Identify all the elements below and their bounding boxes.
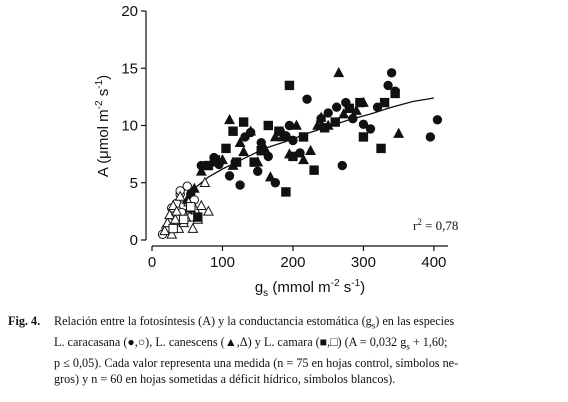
- filled-circle-point: [253, 166, 263, 177]
- filled-triangle-point: [291, 119, 302, 130]
- open-triangle-point: [195, 199, 207, 210]
- filled-circle-point: [386, 68, 397, 78]
- open-triangle-point: [164, 208, 176, 220]
- open-triangle-point: [187, 222, 199, 233]
- x-tick-label: 200: [280, 254, 305, 271]
- filled-circle-point: [337, 160, 347, 171]
- filled-circle-point: [365, 124, 376, 134]
- filled-triangle-point: [234, 136, 246, 147]
- filled-triangle-point: [245, 125, 257, 136]
- filled-square-point: [281, 187, 291, 197]
- caption-label: Fig. 4.: [8, 314, 41, 328]
- filled-triangle-point: [350, 104, 362, 115]
- filled-square-point: [330, 117, 340, 127]
- filled-circle-point: [383, 80, 393, 91]
- filled-triangle-point: [238, 145, 250, 157]
- x-axis-title: gs (mmol m-2 s-1): [255, 278, 365, 299]
- open-square-point: [186, 202, 196, 212]
- caption-line-4: gros) y n = 60 en hojas sometidas a défi…: [54, 372, 396, 387]
- filled-square-point: [284, 80, 295, 91]
- y-tick-label: 15: [121, 60, 138, 77]
- open-square-point: [168, 223, 178, 234]
- filled-triangle-point: [305, 144, 317, 155]
- filled-square-point: [238, 117, 249, 127]
- y-axis-title: A (μmol m-2 s-1): [94, 75, 112, 177]
- filled-circle-point: [432, 115, 443, 125]
- filled-square-point: [390, 88, 400, 99]
- x-tick-label: 100: [210, 254, 235, 271]
- filled-circle-point: [288, 135, 298, 146]
- figure-caption: Fig. 4. Relación entre la fotosíntesis (…: [8, 313, 560, 388]
- filled-square-point: [221, 143, 231, 154]
- filled-circle-point: [224, 171, 235, 181]
- filled-circle-point: [348, 113, 358, 124]
- filled-circle-point: [302, 94, 312, 104]
- open-triangle-point: [202, 205, 214, 216]
- filled-circle-point: [235, 180, 245, 190]
- filled-circle-point: [425, 132, 436, 142]
- filled-triangle-point: [217, 153, 228, 165]
- filled-square-point: [263, 120, 273, 131]
- y-tick-label: 5: [130, 175, 138, 192]
- x-tick-label: 400: [421, 254, 446, 271]
- filled-square-point: [274, 126, 284, 136]
- filled-triangle-point: [312, 119, 324, 130]
- open-circle-point: [182, 181, 192, 191]
- x-tick-label: 0: [148, 254, 156, 271]
- open-triangle-point: [167, 199, 179, 210]
- filled-square-point: [249, 157, 259, 167]
- caption-line-1: Relación entre la fotosíntesis (A) y la …: [54, 314, 455, 331]
- filled-triangle-point: [338, 108, 350, 119]
- filled-square-point: [210, 155, 221, 165]
- filled-triangle-point: [224, 113, 235, 125]
- x-tick-label: 300: [351, 254, 376, 271]
- filled-square-point: [376, 143, 386, 154]
- open-triangle-point: [171, 205, 183, 216]
- filled-square-point: [228, 126, 238, 136]
- r-squared-annotation: r2 = 0,78: [413, 217, 458, 233]
- open-triangle-point: [199, 176, 211, 188]
- filled-circle-point: [331, 102, 342, 112]
- y-tick-label: 0: [130, 232, 138, 249]
- filled-square-point: [231, 157, 242, 167]
- open-triangle-point: [159, 224, 171, 236]
- filled-square-point: [193, 212, 203, 222]
- y-tick-label: 10: [121, 118, 138, 135]
- filled-square-point: [309, 165, 319, 175]
- filled-square-point: [344, 103, 355, 114]
- filled-triangle-point: [298, 153, 309, 165]
- filled-square-point: [358, 132, 369, 142]
- open-triangle-point: [169, 213, 181, 224]
- caption-line-2: L. caracasana (●,○), L. canescens (▲,Δ) …: [54, 334, 448, 352]
- filled-square-point: [256, 145, 266, 156]
- filled-triangle-point: [276, 131, 288, 142]
- filled-triangle-point: [264, 171, 276, 182]
- filled-triangle-point: [269, 131, 281, 142]
- filled-triangle-point: [188, 182, 200, 193]
- data-points-layer: [157, 66, 443, 239]
- filled-triangle-point: [393, 127, 405, 138]
- filled-square-point: [319, 123, 330, 133]
- open-triangle-point: [174, 190, 186, 201]
- open-triangle-point: [166, 228, 178, 239]
- filled-triangle-point: [315, 111, 327, 122]
- filled-square-point: [203, 160, 214, 171]
- filled-circle-point: [358, 119, 369, 130]
- filled-circle-point: [323, 108, 333, 118]
- filled-triangle-point: [333, 66, 345, 78]
- filled-triangle-point: [195, 165, 207, 176]
- axis-labels-layer: A (μmol m-2 s-1) gs (mmol m-2 s-1) r2 = 0,…: [94, 75, 458, 299]
- y-tick-label: 20: [121, 3, 138, 20]
- filled-square-point: [288, 151, 298, 162]
- filled-square-point: [355, 97, 365, 108]
- caption-line-3: p ≤ 0,05). Cada valor representa una med…: [54, 355, 459, 370]
- filled-square-point: [298, 132, 309, 142]
- open-square-point: [179, 214, 189, 225]
- filled-square-point: [379, 97, 390, 108]
